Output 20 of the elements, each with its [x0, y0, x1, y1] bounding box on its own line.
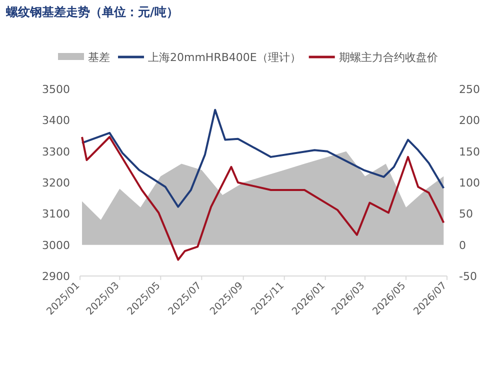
legend-label: 上海20mmHRB400E（理计） — [148, 51, 301, 64]
chart-title: 螺纹钢基差走势（单位：元/吨） — [5, 5, 178, 19]
y2-tick-label: 150 — [459, 145, 480, 158]
line-series — [81, 108, 445, 208]
y-tick-label: 3200 — [42, 176, 70, 190]
y2-tick-label: 250 — [459, 83, 480, 96]
y2-tick-label: 200 — [459, 114, 480, 128]
y2-tick-label: -50 — [459, 270, 477, 283]
y-tick-label: 3400 — [42, 114, 70, 128]
y-tick-label: 3500 — [42, 83, 70, 96]
line-series — [81, 136, 445, 261]
y2-tick-label: 100 — [459, 176, 480, 190]
legend-label: 基差 — [88, 51, 110, 64]
legend-label: 期螺主力合约收盘价 — [338, 51, 438, 64]
y-tick-label: 2900 — [42, 270, 70, 283]
y-tick-label: 3000 — [42, 238, 70, 252]
y2-tick-label: 50 — [459, 208, 473, 221]
y2-tick-label: 0 — [459, 238, 466, 252]
y-tick-label: 3300 — [42, 145, 70, 158]
y-tick-label: 3100 — [42, 208, 70, 221]
